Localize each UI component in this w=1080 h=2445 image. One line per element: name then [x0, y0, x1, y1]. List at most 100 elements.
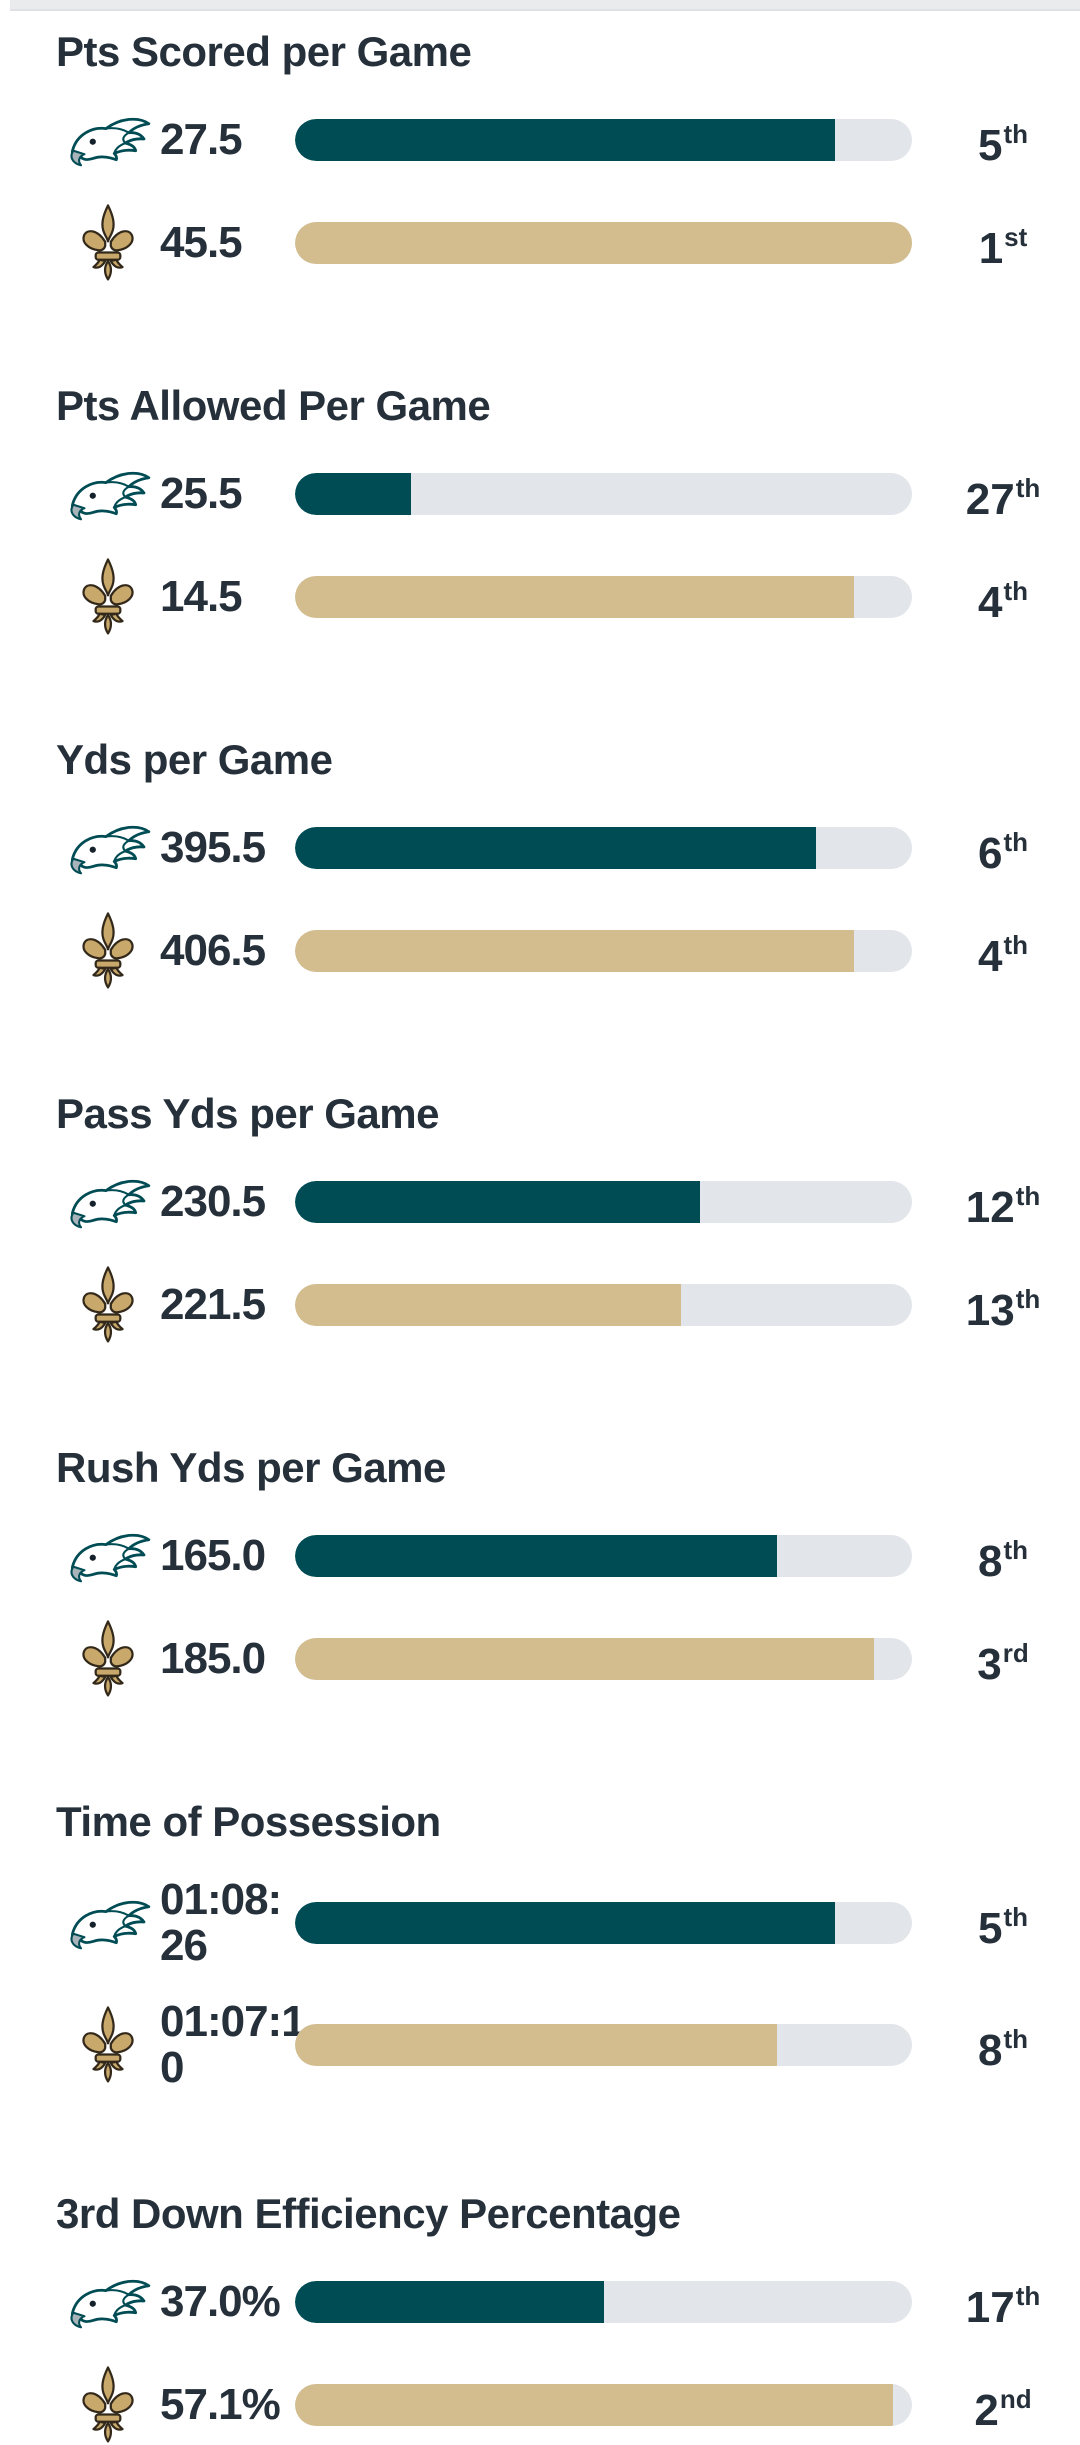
bar-fill	[295, 2281, 604, 2323]
stats-list: Pts Scored per Game 27.5 5th 45.5	[0, 11, 1080, 2445]
rank-number: 2	[974, 2386, 999, 2435]
stat-value: 01:07:1 0	[160, 1997, 306, 2092]
stat-rows: 230.5 12th 221.5 13th	[56, 1169, 1080, 1345]
bar-fill	[295, 827, 816, 869]
bar-cell	[295, 827, 912, 869]
rank-cell: 4th	[912, 919, 1080, 983]
stat-value: 395.5	[160, 823, 266, 872]
team-stat-row: 01:08: 26 5th	[56, 1877, 1080, 1969]
bar-fill	[295, 2024, 777, 2066]
team-logo-cell	[56, 2269, 160, 2335]
rank-number: 6	[977, 829, 1003, 878]
bar-track	[295, 576, 912, 618]
eagles-logo-icon	[70, 471, 151, 521]
stat-section-title: Pass Yds per Game	[56, 1090, 439, 1137]
saints-logo-icon	[82, 912, 134, 989]
bar-track	[295, 1284, 912, 1326]
rank-number: 8	[977, 2026, 1003, 2075]
bar-fill	[295, 1535, 777, 1577]
team-stat-row: 406.5 4th	[56, 911, 1080, 991]
bar-cell	[295, 1181, 912, 1223]
bar-cell	[295, 2024, 912, 2066]
rank-suffix: th	[1003, 1902, 1029, 1932]
rank-suffix: rd	[1002, 1638, 1029, 1668]
team-stat-row: 165.0 8th	[56, 1523, 1080, 1589]
stat-section-title: Yds per Game	[56, 736, 333, 783]
rank-suffix: th	[1003, 2024, 1029, 2054]
rank-suffix: th	[1003, 1535, 1029, 1565]
team-logo-cell	[56, 557, 160, 637]
rank-cell: 17th	[912, 2270, 1080, 2334]
bar-fill	[295, 222, 912, 264]
stat-section-title: Rush Yds per Game	[56, 1444, 446, 1491]
eagles-logo-icon	[70, 117, 151, 167]
team-logo-cell	[56, 2365, 160, 2445]
rank-number: 8	[977, 1537, 1003, 1586]
stat-value: 14.5	[160, 572, 243, 621]
bar-fill	[295, 119, 835, 161]
stat-value: 27.5	[160, 115, 243, 164]
bar-track	[295, 2281, 912, 2323]
bar-track	[295, 2024, 912, 2066]
rank-suffix: th	[1015, 2281, 1041, 2311]
team-logo-cell	[56, 815, 160, 881]
eagles-logo-icon	[70, 1179, 151, 1229]
stat-section: Pts Scored per Game 27.5 5th 45.5	[56, 27, 1080, 283]
bar-track	[295, 473, 912, 515]
bar-cell	[295, 1535, 912, 1577]
stat-rows: 37.0% 17th 57.1% 2nd	[56, 2269, 1080, 2445]
stat-section: 3rd Down Efficiency Percentage 37.0% 17t…	[56, 2189, 1080, 2445]
team-stat-row: 45.5 1st	[56, 203, 1080, 283]
rank-suffix: th	[1003, 576, 1029, 606]
team-stat-row: 01:07:1 0 8th	[56, 1999, 1080, 2091]
stat-section-title: 3rd Down Efficiency Percentage	[56, 2190, 681, 2237]
saints-logo-icon	[82, 558, 134, 635]
rank-number: 5	[977, 1904, 1003, 1953]
stat-rows: 395.5 6 th 406.5 4th	[56, 815, 1080, 991]
stat-section: Rush Yds per Game 165.0 8th 185.0	[56, 1443, 1080, 1699]
rank-suffix: th	[1003, 119, 1029, 149]
bar-track	[295, 930, 912, 972]
eagles-logo-icon	[70, 1533, 151, 1583]
team-stat-row: 221.5 13th	[56, 1265, 1080, 1345]
bar-track	[295, 119, 912, 161]
team-logo-cell	[56, 2005, 160, 2085]
rank-cell: 12th	[912, 1170, 1080, 1234]
saints-logo-icon	[82, 1266, 134, 1343]
rank-number: 5	[977, 121, 1003, 170]
stat-value: 25.5	[160, 469, 243, 518]
stat-section-title: Time of Possession	[56, 1798, 441, 1845]
rank-number: 13	[965, 1286, 1015, 1335]
bar-cell	[295, 222, 912, 264]
stat-value: 37.0%	[160, 2277, 281, 2326]
rank-cell: 4th	[912, 565, 1080, 629]
rank-cell: 5th	[912, 108, 1080, 172]
rank-suffix: th	[1003, 930, 1029, 960]
stat-section: Pts Allowed Per Game 25.5 27th 14.5	[56, 381, 1080, 637]
bar-track	[295, 1181, 912, 1223]
bar-fill	[295, 1181, 700, 1223]
team-logo-cell	[56, 1523, 160, 1589]
bar-cell	[295, 119, 912, 161]
team-logo-cell	[56, 203, 160, 283]
bar-fill	[295, 930, 854, 972]
bar-cell	[295, 1284, 912, 1326]
saints-logo-icon	[82, 204, 134, 281]
rank-suffix: th	[1015, 1284, 1041, 1314]
stat-value: 221.5	[160, 1280, 266, 1329]
stat-value: 57.1%	[160, 2380, 281, 2429]
stat-value: 165.0	[160, 1531, 266, 1580]
bar-cell	[295, 1902, 912, 1944]
bar-cell	[295, 2384, 912, 2426]
rank-number: 3	[977, 1640, 1002, 1689]
saints-logo-icon	[82, 2006, 134, 2083]
bar-cell	[295, 473, 912, 515]
eagles-logo-icon	[70, 825, 151, 875]
team-logo-cell	[56, 1169, 160, 1235]
stat-section-title: Pts Scored per Game	[56, 28, 472, 75]
stat-rows: 01:08: 26 5th 01:07:1 0 8th	[56, 1877, 1080, 2091]
stat-value: 406.5	[160, 926, 266, 975]
top-divider	[10, 0, 1080, 11]
rank-cell: 1st	[912, 211, 1080, 275]
stat-section: Yds per Game 395.5 6 th 406.5	[56, 735, 1080, 991]
